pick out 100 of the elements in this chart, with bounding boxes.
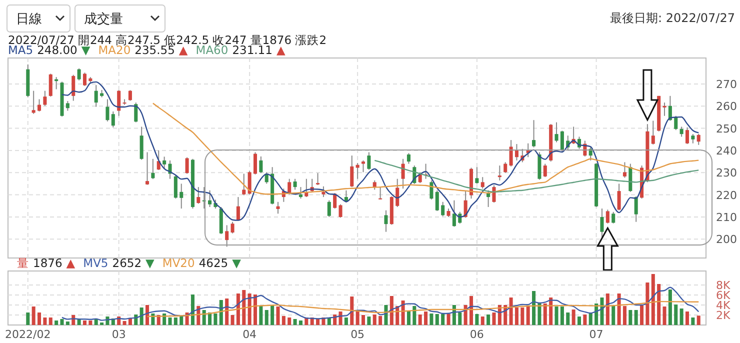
bar	[378, 316, 382, 325]
candlestick	[333, 192, 337, 210]
bar	[66, 322, 70, 325]
y-tick-label: 270	[716, 78, 737, 91]
candlestick	[378, 186, 382, 200]
candlestick	[185, 156, 189, 174]
candlestick	[82, 72, 86, 86]
text: MV20	[162, 256, 195, 270]
bar	[446, 314, 450, 325]
y-tick-label: 240	[716, 144, 737, 158]
bar	[554, 306, 558, 325]
candlestick	[242, 173, 246, 196]
bar	[418, 314, 422, 325]
candlestick	[406, 152, 410, 164]
candlestick	[94, 84, 98, 108]
y-tick-label: 4K	[716, 299, 731, 312]
candlestick	[230, 221, 234, 234]
candlestick	[151, 158, 155, 180]
candlestick	[43, 90, 47, 106]
candlestick	[480, 176, 484, 190]
bar	[696, 316, 700, 325]
candlestick	[372, 180, 376, 190]
bar	[214, 314, 218, 325]
bar	[356, 312, 360, 325]
y-tick-label: 6K	[716, 289, 731, 302]
bar	[685, 312, 690, 325]
bar	[208, 312, 212, 325]
y-tick-label: 230	[716, 166, 737, 180]
candlestick	[356, 162, 360, 180]
candlestick	[180, 183, 184, 210]
bar	[202, 310, 206, 325]
candlestick	[612, 211, 616, 224]
candlestick	[606, 209, 610, 224]
candlestick	[430, 180, 434, 200]
candlestick	[293, 178, 297, 190]
candlestick	[162, 156, 166, 170]
x-tick-label: 03	[112, 328, 126, 341]
candlestick	[634, 196, 638, 222]
x-tick-label: 07	[589, 328, 604, 341]
candlestick	[298, 186, 302, 200]
x-tick-label: 04	[242, 328, 257, 341]
candlestick	[401, 158, 405, 190]
bar	[26, 312, 30, 325]
bar	[583, 314, 587, 325]
text: 最後日期: 2022/07/27	[610, 11, 735, 25]
candlestick	[134, 102, 138, 123]
bar	[168, 318, 172, 325]
line-series	[146, 300, 700, 318]
candlestick	[106, 98, 110, 122]
bar	[180, 316, 184, 325]
candlestick	[117, 90, 121, 116]
candlestick	[651, 120, 655, 145]
bar	[640, 306, 644, 325]
bar	[372, 314, 376, 325]
candlestick	[680, 126, 684, 138]
bar	[651, 274, 655, 325]
bar	[270, 305, 274, 325]
candlestick	[128, 90, 132, 102]
candlestick	[441, 201, 445, 217]
candlestick	[452, 200, 456, 228]
bar	[520, 308, 524, 325]
bar	[350, 296, 354, 325]
bar	[480, 316, 484, 325]
candlestick	[344, 190, 348, 204]
text: MV5	[83, 256, 108, 270]
candlestick	[38, 98, 42, 112]
bar	[622, 306, 626, 325]
y-tick-label: 260	[716, 100, 737, 114]
bar	[276, 306, 280, 325]
y-tick-label: 8K	[716, 279, 731, 292]
bar	[435, 314, 439, 325]
bar	[634, 310, 638, 325]
x-tick-label: 06	[470, 328, 484, 341]
candlestick	[662, 102, 666, 116]
bar	[298, 320, 302, 325]
candlestick	[174, 175, 178, 200]
bar	[406, 311, 410, 325]
candlestick	[600, 208, 604, 239]
candlestick	[77, 68, 81, 81]
candlestick	[674, 115, 678, 131]
bar	[475, 314, 479, 325]
candlestick	[350, 155, 354, 188]
candlestick	[72, 74, 76, 102]
bar	[606, 294, 610, 325]
candlestick	[509, 140, 513, 167]
bar	[486, 314, 490, 325]
bar	[390, 296, 394, 325]
bar	[469, 296, 474, 325]
candlestick	[543, 163, 547, 178]
bar	[128, 318, 132, 325]
line-series	[61, 286, 700, 321]
annotation: 2652	[112, 256, 142, 270]
bar	[464, 305, 468, 325]
bar	[32, 306, 36, 325]
annotation: 1876	[33, 256, 62, 270]
candlestick	[475, 166, 479, 184]
y-tick-label: 2K	[716, 309, 731, 322]
bar	[538, 304, 542, 325]
candlestick	[196, 186, 200, 204]
candlestick	[248, 170, 252, 195]
